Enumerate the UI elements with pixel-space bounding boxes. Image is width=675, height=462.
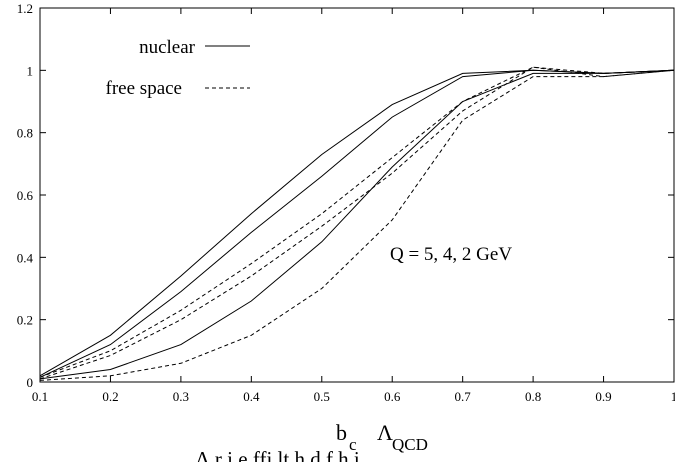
y-tick-label: 1.2 — [17, 1, 33, 16]
legend-label-nuclear: nuclear — [139, 37, 196, 58]
x-axis-label-sub-qcd: QCD — [392, 435, 428, 454]
tick-labels: 0.1 0.2 0.3 0.4 0.5 0.6 0.7 0.8 0.9 1 0 0.2 0.4 0.6 0.… — [17, 1, 675, 404]
free-space-series-line-4 — [39, 66, 675, 378]
nuclear-series-line-2 — [39, 69, 675, 378]
x-tick-label: 0.3 — [173, 389, 189, 404]
x-tick-label: 0.8 — [525, 389, 541, 404]
x-axis-label: b c Λ QCD — [336, 420, 428, 454]
y-tick-label: 0.2 — [17, 313, 33, 328]
energy-annotation: Q = 5, 4, 2 GeV — [390, 244, 512, 265]
x-tick-label: 0.2 — [102, 389, 118, 404]
free-space-series-line-6 — [39, 69, 675, 381]
nuclear-series-line-1 — [39, 69, 675, 377]
y-tick-label: 0 — [27, 375, 34, 390]
y-tick-label: 0.8 — [17, 126, 33, 141]
x-tick-label: 0.1 — [32, 389, 48, 404]
x-tick-label: 1 — [671, 389, 675, 404]
legend: nuclear free space — [106, 37, 250, 99]
x-axis-label-sub-c: c — [349, 435, 357, 454]
nuclear-series-line-3 — [39, 69, 675, 380]
axis-ticks — [39, 7, 675, 383]
x-axis-label-lambda: Λ — [377, 420, 393, 445]
series-lines — [39, 66, 675, 381]
x-tick-label: 0.4 — [243, 389, 260, 404]
cropped-caption: Λ r i e ffi lt h d f h i — [195, 447, 360, 462]
x-tick-label: 0.6 — [384, 389, 401, 404]
y-tick-label: 0.4 — [17, 250, 34, 265]
x-axis-label-b: b — [336, 420, 347, 445]
x-tick-label: 0.9 — [595, 389, 611, 404]
y-tick-label: 1 — [27, 63, 34, 78]
x-tick-label: 0.5 — [314, 389, 330, 404]
free-space-series-line-5 — [39, 66, 675, 380]
x-tick-label: 0.7 — [455, 389, 472, 404]
legend-label-free-space: free space — [106, 78, 182, 99]
y-tick-label: 0.6 — [17, 188, 34, 203]
